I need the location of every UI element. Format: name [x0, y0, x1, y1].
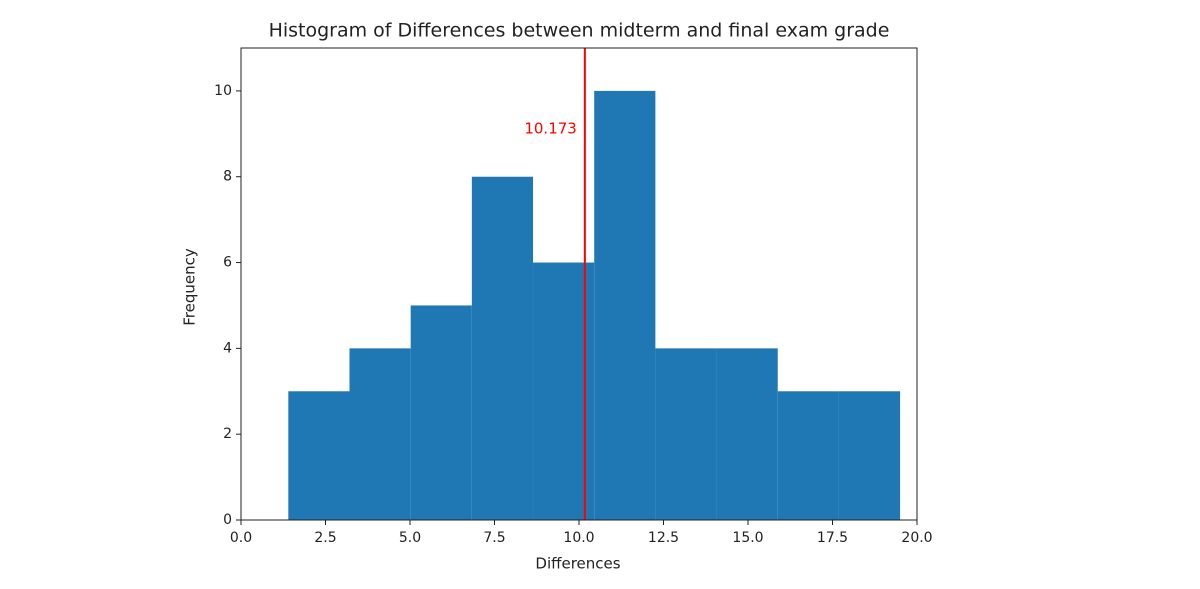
x-tick-label: 2.5 — [314, 530, 336, 546]
y-tick-label: 8 — [223, 169, 232, 185]
bar — [655, 348, 717, 520]
y-tick-label: 10 — [214, 83, 232, 99]
x-tick-label: 17.5 — [817, 530, 848, 546]
y-tick-label: 6 — [223, 255, 232, 271]
y-tick-label: 2 — [223, 426, 232, 442]
mean-annotation: 10.173 — [524, 120, 577, 138]
x-tick-label: 20.0 — [901, 530, 932, 546]
bar — [594, 90, 656, 520]
x-tick-label: 5.0 — [399, 530, 421, 546]
x-tick-label: 0.0 — [230, 530, 252, 546]
x-tick-label: 15.0 — [732, 530, 763, 546]
bar — [777, 391, 839, 520]
bar — [838, 391, 901, 520]
bar — [471, 176, 534, 520]
x-axis-label: Differences — [535, 555, 620, 573]
bar — [288, 391, 350, 520]
chart-title: Histogram of Differences between midterm… — [269, 20, 890, 42]
y-axis-label: Frequency — [181, 248, 199, 326]
y-tick-label: 4 — [223, 340, 232, 356]
x-tick-label: 10.0 — [563, 530, 594, 546]
x-tick-label: 7.5 — [483, 530, 505, 546]
bar — [349, 348, 411, 520]
y-tick-label: 0 — [223, 512, 232, 528]
x-tick-label: 12.5 — [648, 530, 679, 546]
bar — [410, 305, 472, 520]
bar — [716, 348, 778, 520]
